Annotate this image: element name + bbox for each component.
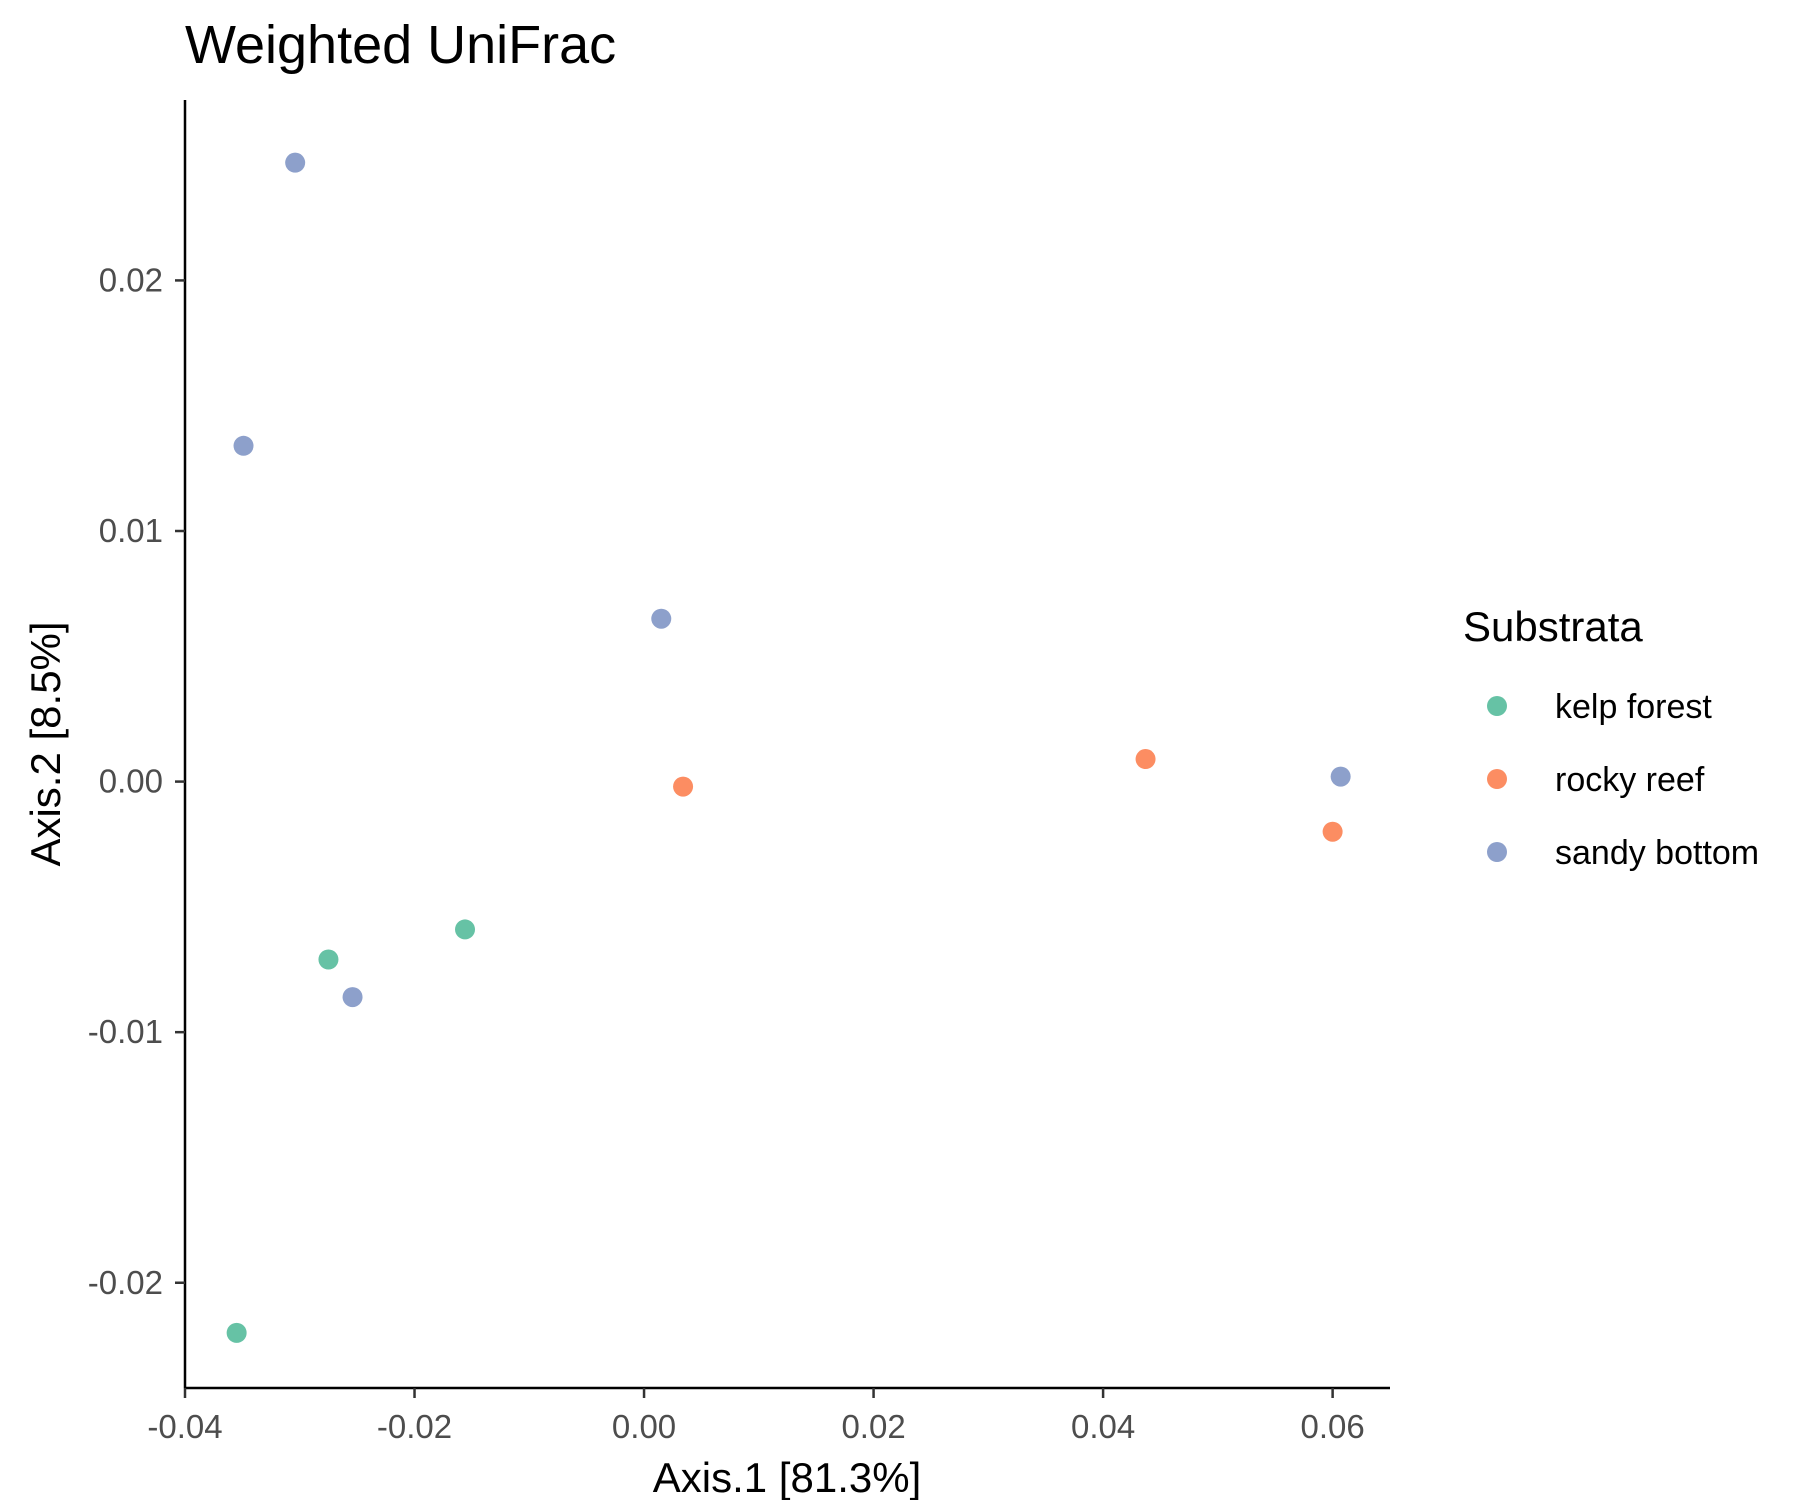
y-tick-label: -0.02	[88, 1264, 163, 1301]
plot-area	[226, 152, 1351, 1343]
x-tick-label: -0.04	[147, 1408, 222, 1445]
legend-key-sandy-bottom	[1487, 842, 1507, 862]
chart-title: Weighted UniFrac	[185, 15, 616, 75]
y-axis-ticks: -0.02 -0.01 0.00 0.01 0.02	[88, 261, 185, 1301]
x-axis-title: Axis.1 [81.3%]	[653, 1454, 921, 1500]
data-point-sandy-bottom	[1330, 766, 1351, 787]
y-tick-label: 0.00	[99, 763, 163, 800]
x-tick-label: 0.00	[612, 1408, 676, 1445]
x-tick-label: 0.06	[1301, 1408, 1365, 1445]
legend-label-sandy-bottom: sandy bottom	[1555, 834, 1759, 872]
x-tick-label: -0.02	[377, 1408, 452, 1445]
data-point-sandy-bottom	[285, 152, 306, 173]
legend-label-rocky-reef: rocky reef	[1555, 761, 1705, 799]
data-point-kelp-forest	[455, 919, 476, 940]
data-point-sandy-bottom	[233, 435, 254, 456]
legend-key-kelp-forest	[1487, 696, 1507, 716]
data-point-sandy-bottom	[342, 987, 363, 1008]
points-layer	[226, 152, 1351, 1343]
legend-key-rocky-reef	[1487, 769, 1507, 789]
x-tick-label: 0.04	[1071, 1408, 1135, 1445]
data-point-rocky-reef	[673, 776, 694, 797]
data-point-kelp-forest	[318, 949, 339, 970]
y-tick-label: 0.02	[99, 261, 163, 298]
legend-label-kelp-forest: kelp forest	[1555, 688, 1712, 726]
data-point-sandy-bottom	[651, 608, 672, 629]
data-point-rocky-reef	[1135, 749, 1156, 770]
legend-items: kelp forest rocky reef sandy bottom	[1487, 688, 1759, 872]
y-axis-title: Axis.2 [8.5%]	[22, 621, 69, 866]
legend: Substrata kelp forest rocky reef sandy bot…	[1463, 603, 1759, 872]
data-point-kelp-forest	[226, 1322, 247, 1343]
y-tick-label: -0.01	[88, 1013, 163, 1050]
x-tick-label: 0.02	[841, 1408, 905, 1445]
data-point-rocky-reef	[1322, 821, 1343, 842]
y-tick-label: 0.01	[99, 512, 163, 549]
x-axis-ticks: -0.04 -0.02 0.00 0.02 0.04 0.06	[147, 1388, 1365, 1445]
legend-title: Substrata	[1463, 603, 1643, 650]
